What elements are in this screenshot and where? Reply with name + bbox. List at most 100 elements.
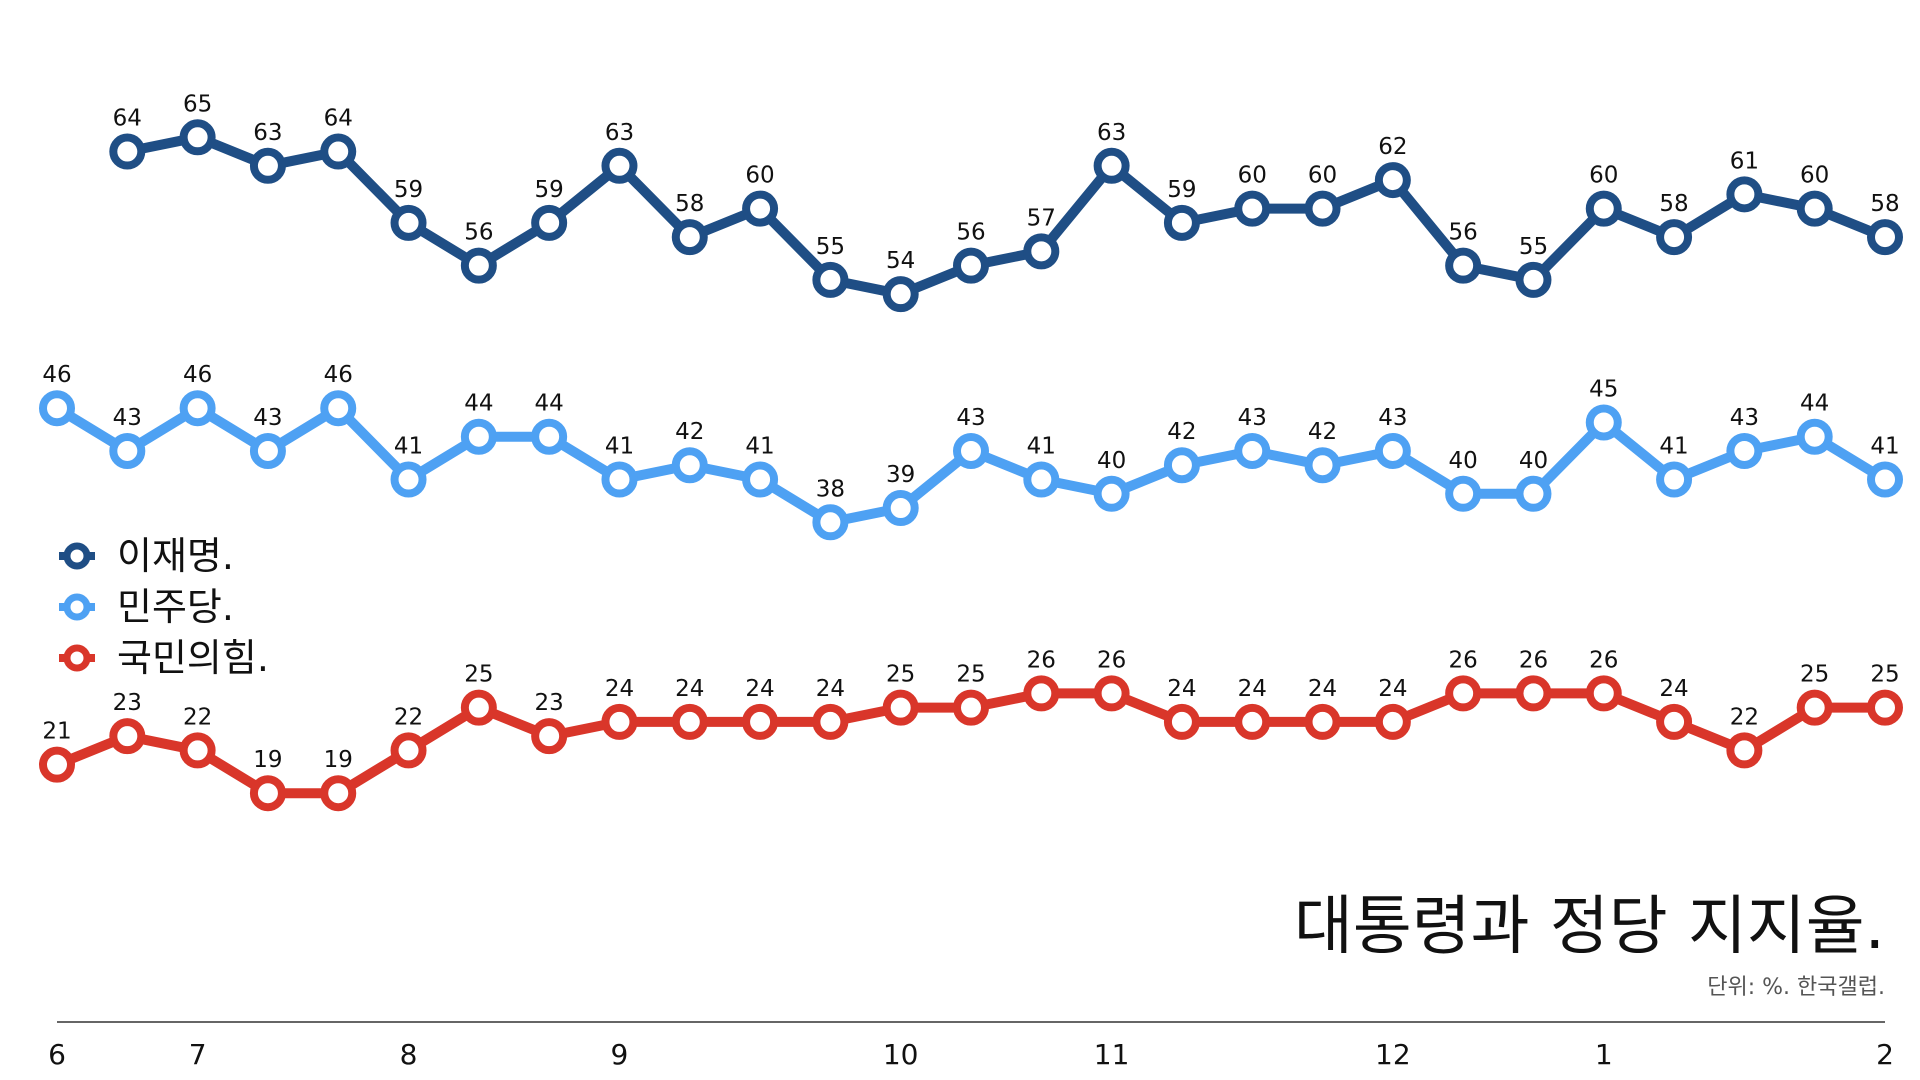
data-point: [1515, 261, 1552, 298]
data-label: 55: [816, 234, 845, 260]
data-label: 24: [1238, 676, 1267, 702]
data-label: 26: [1449, 647, 1478, 673]
x-tick-label: 7: [189, 1038, 207, 1071]
data-label: 56: [464, 220, 493, 246]
data-label: 23: [535, 690, 564, 716]
data-point: [390, 204, 427, 241]
data-label: 41: [605, 434, 634, 460]
data-label: 63: [605, 120, 634, 146]
data-label: 60: [1589, 163, 1618, 189]
data-label: 56: [956, 220, 985, 246]
data-label: 22: [1730, 704, 1759, 730]
data-point: [1093, 675, 1130, 712]
x-tick-label: 2: [1876, 1038, 1894, 1071]
data-point: [1023, 675, 1060, 712]
data-label: 64: [324, 106, 353, 132]
data-point: [249, 775, 286, 812]
data-label: 40: [1449, 448, 1478, 474]
data-label: 19: [253, 747, 282, 773]
data-label: 40: [1097, 448, 1126, 474]
data-label: 41: [1870, 434, 1899, 460]
series-president: 64 65 63 64 59 56 59 63 58 60 55 54 56 57 63 59 60 60 62 56…: [109, 91, 1903, 313]
data-point: [812, 703, 849, 740]
data-point: [1796, 418, 1833, 455]
legend-label: 이재명.: [117, 534, 234, 578]
data-point: [179, 119, 216, 156]
data-label: 24: [1378, 676, 1407, 702]
x-tick-label: 1: [1595, 1038, 1613, 1071]
data-point: [1374, 703, 1411, 740]
data-point: [1656, 461, 1693, 498]
data-point: [460, 418, 497, 455]
data-point: [390, 732, 427, 769]
data-point: [1234, 703, 1271, 740]
data-point: [109, 718, 146, 755]
data-point: [1656, 703, 1693, 740]
data-point: [1585, 190, 1622, 227]
data-point: [1585, 675, 1622, 712]
data-label: 19: [324, 747, 353, 773]
data-point: [109, 432, 146, 469]
data-point: [531, 204, 568, 241]
data-point: [812, 261, 849, 298]
data-label: 25: [956, 662, 985, 688]
data-label: 57: [1027, 205, 1056, 231]
data-label: 26: [1519, 647, 1548, 673]
data-point: [1726, 732, 1763, 769]
data-label: 44: [535, 391, 564, 417]
legend-marker-icon: [63, 542, 91, 570]
data-point: [1726, 176, 1763, 213]
data-point: [953, 247, 989, 284]
data-label: 39: [886, 462, 915, 488]
data-label: 54: [886, 248, 915, 274]
data-point: [671, 703, 708, 740]
data-label: 63: [1097, 120, 1126, 146]
data-label: 22: [183, 704, 212, 730]
x-tick-label: 8: [400, 1038, 418, 1071]
data-label: 43: [956, 405, 985, 431]
data-point: [1093, 147, 1130, 184]
data-label: 40: [1519, 448, 1548, 474]
data-label: 59: [1167, 177, 1196, 203]
data-point: [601, 461, 638, 498]
data-point: [1234, 432, 1271, 469]
data-point: [460, 689, 497, 726]
data-label: 44: [464, 391, 493, 417]
data-point: [1374, 162, 1411, 199]
data-point: [1726, 432, 1763, 469]
data-point: [320, 390, 357, 427]
data-label: 60: [1238, 163, 1267, 189]
data-point: [1304, 190, 1341, 227]
data-point: [179, 732, 216, 769]
data-label: 42: [675, 419, 704, 445]
data-point: [1163, 447, 1200, 484]
data-point: [882, 490, 919, 527]
data-label: 43: [1238, 405, 1267, 431]
data-label: 64: [113, 106, 142, 132]
data-label: 59: [394, 177, 423, 203]
data-label: 58: [1659, 191, 1688, 217]
data-label: 60: [1800, 163, 1829, 189]
data-point: [1867, 219, 1903, 256]
data-point: [1656, 219, 1693, 256]
x-axis-ticks: 6 7 8 9 10 11 12 1 2: [48, 1038, 1894, 1071]
data-label: 60: [745, 163, 774, 189]
data-point: [39, 390, 75, 427]
data-label: 43: [253, 405, 282, 431]
data-label: 25: [464, 662, 493, 688]
data-label: 38: [816, 476, 845, 502]
data-label: 23: [113, 690, 142, 716]
data-point: [601, 147, 638, 184]
legend-item-president: 이재명.: [59, 534, 234, 578]
x-tick-label: 12: [1375, 1038, 1411, 1071]
data-point: [1445, 675, 1482, 712]
data-point: [320, 133, 357, 170]
data-label: 58: [1870, 191, 1899, 217]
data-point: [1585, 404, 1622, 441]
chart-title: 대통령과 정당 지지율.: [1294, 890, 1885, 964]
x-tick-label: 9: [611, 1038, 629, 1071]
data-point: [1163, 703, 1200, 740]
data-point: [1445, 247, 1482, 284]
data-point: [953, 432, 989, 469]
data-point: [812, 504, 849, 541]
